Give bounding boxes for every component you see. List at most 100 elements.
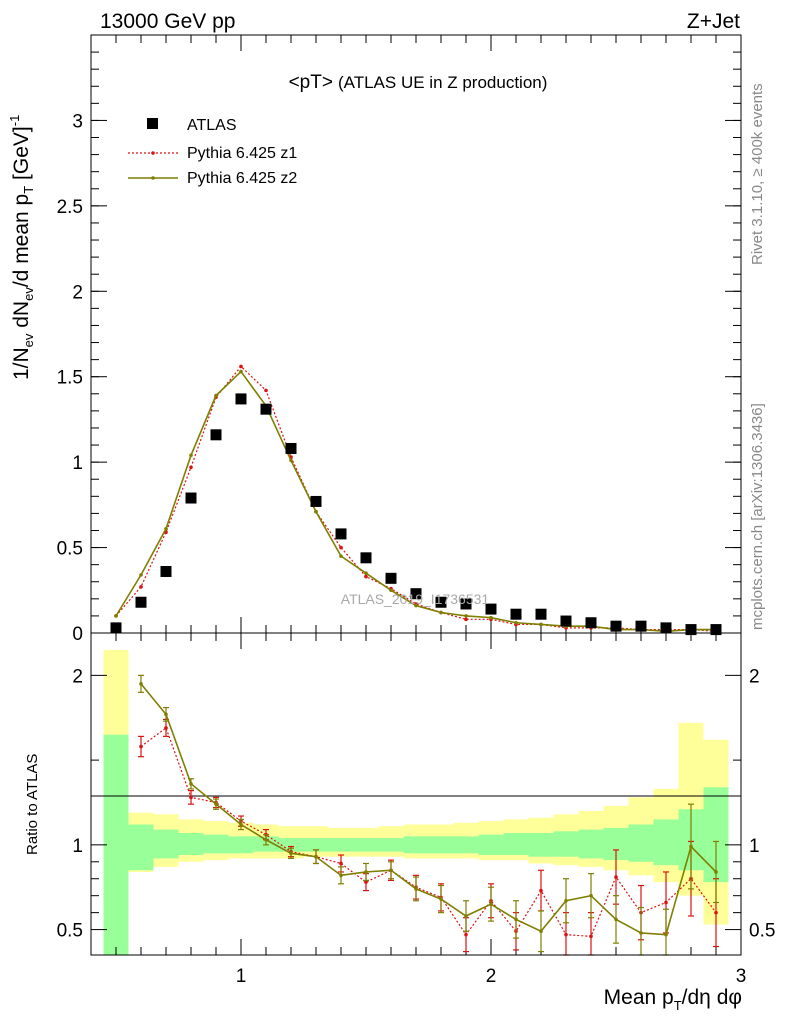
z2-ratio-point — [289, 851, 293, 856]
atlas-data-point — [460, 598, 472, 610]
z1-main-point — [189, 465, 193, 470]
rivet-version-label: Rivet 3.1.10, ≥ 400k events — [749, 83, 766, 265]
z1-ratio-point — [339, 861, 343, 866]
ratio-inner-band-bin — [428, 836, 454, 854]
z1-ratio-point — [564, 932, 568, 937]
main-y-tick-label: 1 — [72, 453, 83, 474]
z2-ratio-point — [589, 893, 593, 898]
x-tick-label: 3 — [736, 966, 747, 987]
ratio-inner-band-bin — [378, 838, 404, 852]
ratio-inner-band-bin — [153, 829, 179, 859]
ratio-inner-band-bin — [278, 838, 304, 852]
x-tick-label: 2 — [486, 966, 497, 987]
z2-ratio-point — [264, 837, 268, 842]
z2-ratio-point — [689, 844, 693, 849]
z2-main-point — [164, 526, 168, 531]
ratio-inner-band-bin — [453, 836, 479, 854]
atlas-data-point — [685, 624, 697, 636]
z2-main-point — [289, 458, 293, 463]
ratio-inner-band-bin — [653, 819, 679, 866]
main-y-tick-label: 1.5 — [57, 368, 83, 389]
z2-main-point — [189, 453, 193, 458]
legend-z1-label: Pythia 6.425 z1 — [187, 145, 297, 162]
legend-atlas-marker — [147, 118, 158, 129]
ratio-inner-band-bin — [328, 838, 354, 852]
z2-main-point — [114, 614, 118, 618]
z1-main-point — [264, 388, 268, 393]
header-right-label: Z+Jet — [687, 10, 740, 33]
atlas-data-point — [585, 617, 597, 629]
z2-main-point — [464, 614, 468, 618]
z2-main-point — [139, 573, 143, 577]
z1-ratio-point — [189, 795, 193, 800]
z2-main-point — [314, 509, 318, 514]
atlas-data-point — [435, 596, 447, 608]
atlas-data-point — [360, 552, 372, 564]
z2-ratio-point — [539, 929, 543, 934]
atlas-data-point — [185, 492, 197, 504]
atlas-data-point — [510, 608, 522, 620]
z1-ratio-point — [139, 744, 143, 749]
z2-main-point — [214, 393, 218, 398]
atlas-data-point — [310, 495, 322, 507]
z2-ratio-line — [140, 683, 717, 936]
z2-main-point — [439, 610, 443, 615]
plot-title: <pT> (ATLAS UE in Z production) — [289, 72, 548, 93]
ratio-inner-band-bin — [578, 829, 604, 859]
ratio-panel-frame — [90, 632, 742, 956]
z1-ratio-point — [714, 910, 718, 915]
atlas-data-point — [335, 528, 347, 540]
main-y-tick-label: 3 — [72, 111, 83, 132]
atlas-data-point — [160, 565, 172, 577]
z2-ratio-point — [189, 782, 193, 786]
atlas-data-point — [285, 442, 297, 454]
z1-main-point — [464, 617, 468, 622]
atlas-data-point — [560, 615, 572, 627]
z1-ratio-line — [140, 726, 717, 937]
z1-ratio-point — [539, 888, 543, 893]
atlas-data-point — [210, 429, 222, 441]
atlas-data-point — [135, 596, 147, 608]
z2-ratio-point — [614, 917, 618, 922]
ratio-inner-band-bin — [553, 831, 579, 857]
analysis-watermark: ATLAS_2019_I1736531 — [341, 591, 490, 607]
ratio-inner-band-bin — [228, 836, 254, 854]
ratio-inner-band-bin — [503, 832, 529, 856]
ratio-y-tick-label-right: 2 — [749, 666, 760, 687]
main-series-layer — [110, 364, 722, 636]
main-y-tick-label: 0.5 — [57, 539, 83, 560]
z2-ratio-point — [164, 712, 168, 717]
z1-main-point — [239, 364, 243, 369]
ratio-inner-band-bin — [403, 836, 429, 854]
z2-ratio-point — [514, 917, 518, 922]
x-axis-title: Mean pT/dη dφ — [604, 986, 742, 1013]
mcplots-label: mcplots.cern.ch [arXiv:1306.3436] — [749, 403, 766, 630]
legend-z2-label: Pythia 6.425 z2 — [187, 170, 297, 187]
ratio-inner-band-bin — [178, 832, 204, 856]
atlas-data-point — [610, 620, 622, 632]
z2-ratio-point — [239, 822, 243, 827]
z2-ratio-point — [564, 898, 568, 903]
z2-ratio-point — [464, 914, 468, 918]
z2-ratio-point — [139, 682, 143, 686]
plot-title-main: <pT> — [289, 72, 333, 93]
z1-ratio-point — [164, 726, 168, 730]
ratio-y-tick-label: 1 — [72, 836, 83, 857]
z1-main-point — [364, 574, 368, 579]
z2-main-point — [389, 588, 393, 593]
z2-ratio-point — [389, 868, 393, 873]
atlas-data-point — [235, 393, 247, 405]
z1-ratio-point — [364, 880, 368, 884]
ratio-y-tick-label-right: 1 — [749, 836, 760, 857]
ratio-ticks: 0.5 0.5 1 1 2 2 1 2 3 — [57, 633, 775, 987]
z2-main-point — [239, 369, 243, 374]
ratio-inner-band-bin — [628, 824, 654, 862]
atlas-data-point — [710, 624, 722, 636]
z2-main-point — [339, 554, 343, 558]
z2-ratio-point — [664, 932, 668, 937]
z2-ratio-point — [214, 802, 218, 806]
z2-main-point — [514, 620, 518, 625]
ratio-series-layer — [138, 674, 719, 956]
z1-main-point — [139, 585, 143, 589]
